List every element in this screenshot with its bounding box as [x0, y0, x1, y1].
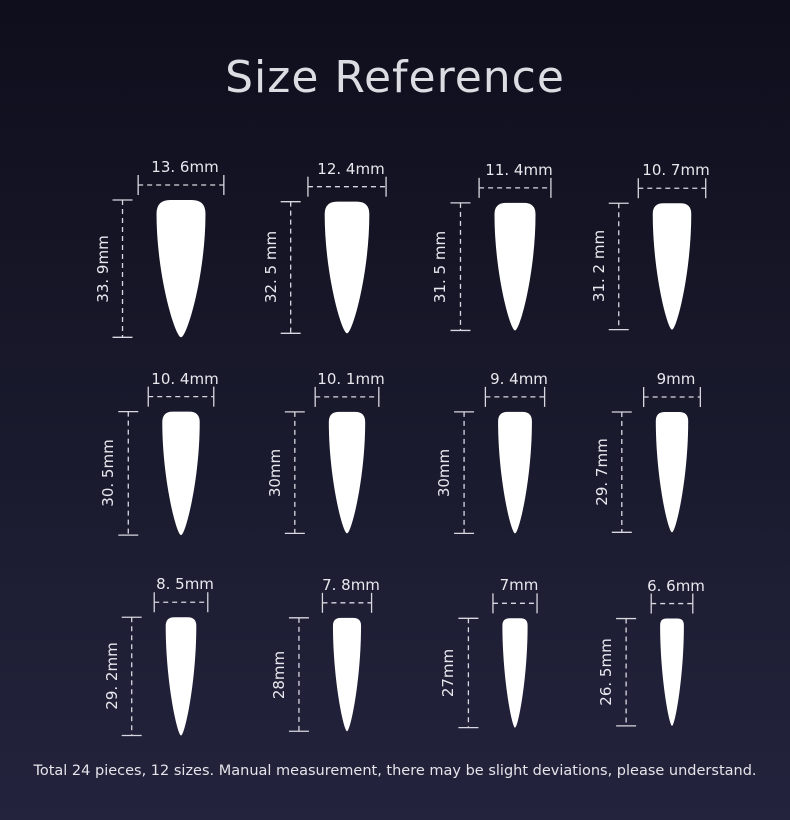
- nail-shape: [162, 411, 200, 536]
- height-label: 26. 5mm: [597, 638, 616, 706]
- nail-shape: [655, 412, 689, 533]
- width-label: 9. 4mm: [490, 369, 548, 388]
- nail-shape: [328, 411, 366, 534]
- width-label: 12. 4mm: [317, 159, 385, 178]
- footer-note: Total 24 pieces, 12 sizes. Manual measur…: [33, 763, 757, 779]
- width-label: 13. 6mm: [151, 158, 219, 176]
- nail-shape: [502, 618, 528, 728]
- width-label: 9mm: [656, 370, 696, 389]
- width-label: 10. 4mm: [151, 369, 219, 388]
- width-label: 10. 1mm: [317, 369, 385, 388]
- nail-shape: [165, 617, 197, 736]
- nail-shape: [156, 200, 206, 338]
- width-label: 11. 4mm: [485, 160, 553, 179]
- width-label: 6. 6mm: [647, 576, 705, 595]
- nail-shape: [652, 203, 692, 330]
- width-label: 7mm: [499, 576, 539, 595]
- nail-shape: [660, 618, 684, 726]
- nail-shape: [494, 202, 536, 331]
- width-label: 10. 7mm: [642, 161, 710, 180]
- page-title: Size Reference: [225, 52, 565, 103]
- width-label: 7. 8mm: [322, 575, 380, 594]
- nail-shape: [332, 617, 362, 732]
- width-label: 8. 5mm: [156, 575, 214, 594]
- nail-shape: [324, 201, 370, 334]
- nail-shape: [498, 411, 532, 534]
